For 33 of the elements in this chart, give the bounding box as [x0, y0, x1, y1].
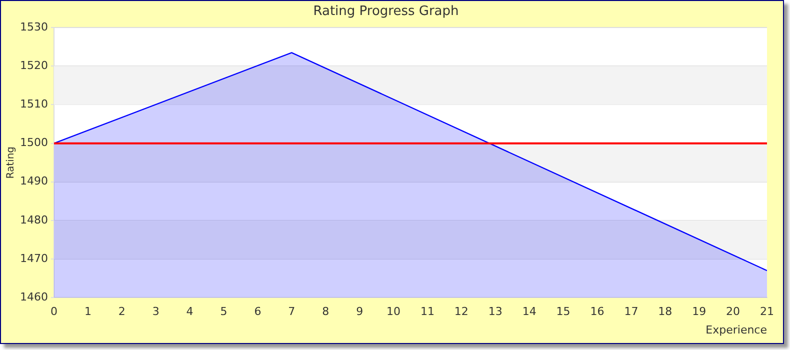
x-tick-label: 9 [356, 305, 364, 318]
y-tick-label: 1520 [20, 59, 48, 72]
x-tick-label: 13 [488, 305, 502, 318]
x-tick-label: 2 [118, 305, 126, 318]
x-tick-label: 14 [522, 305, 536, 318]
x-tick-label: 5 [220, 305, 228, 318]
x-tick-label: 8 [322, 305, 330, 318]
x-axis-title: Experience [706, 323, 768, 336]
y-tick-label: 1530 [20, 20, 48, 34]
x-tick-label: 21 [760, 305, 774, 318]
x-tick-label: 1 [84, 305, 92, 318]
x-tick-label: 17 [624, 305, 638, 318]
x-tick-label: 0 [50, 305, 58, 318]
y-axis-title: Rating [6, 146, 17, 179]
x-tick-label: 12 [454, 305, 468, 318]
x-tick-label: 18 [658, 305, 672, 318]
y-tick-label: 1490 [20, 174, 48, 188]
x-tick-label: 7 [288, 305, 296, 318]
x-tick-label: 20 [726, 305, 740, 318]
x-tick-label: 3 [152, 305, 160, 318]
y-tick-label: 1470 [20, 252, 48, 265]
x-tick-label: 15 [556, 305, 570, 318]
y-tick-label: 1500 [20, 136, 48, 150]
y-tick-label: 1510 [20, 98, 48, 111]
y-tick-label: 1480 [20, 213, 48, 226]
y-tick-label: 1460 [20, 290, 48, 304]
x-tick-label: 16 [590, 305, 604, 318]
x-tick-label: 11 [420, 305, 434, 318]
x-tick-label: 6 [254, 305, 262, 318]
chart-title: Rating Progress Graph [313, 4, 459, 20]
x-tick-label: 4 [186, 305, 194, 318]
x-tick-label: 10 [386, 305, 401, 318]
x-tick-label: 19 [692, 305, 706, 318]
